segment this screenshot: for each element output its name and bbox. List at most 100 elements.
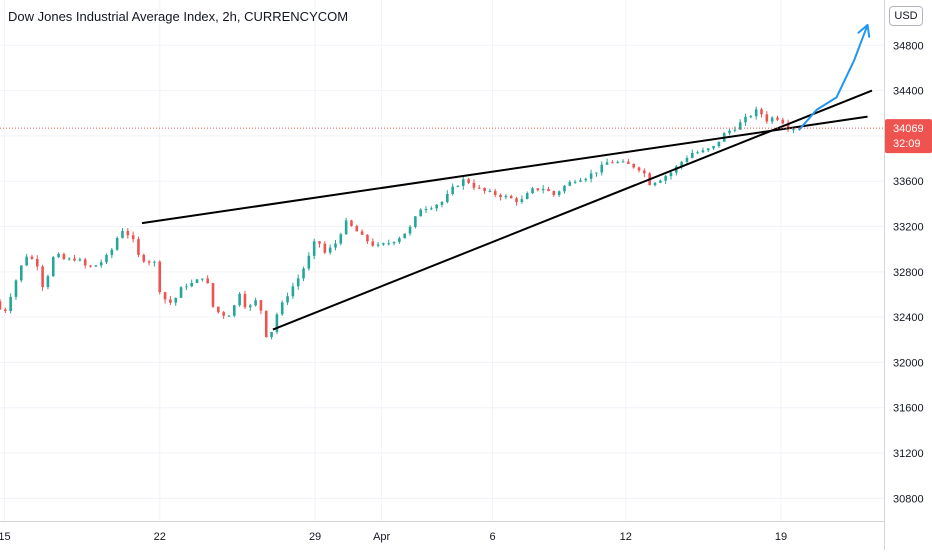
candle-body — [643, 170, 646, 174]
candle-body — [147, 261, 151, 263]
candle-body — [392, 241, 396, 244]
candle-body — [414, 216, 417, 227]
candle-body — [760, 109, 763, 115]
x-tick-label: 29 — [309, 531, 321, 543]
candle-body — [509, 196, 513, 199]
candle-body — [637, 167, 641, 171]
candle-body — [41, 266, 44, 288]
candle-body — [754, 109, 758, 117]
candle-body — [627, 161, 630, 164]
candle-body — [46, 276, 50, 288]
candle-body — [403, 233, 407, 239]
currency-button[interactable]: USD — [889, 6, 923, 26]
candle-body — [78, 259, 82, 261]
candle-body — [573, 181, 577, 183]
candle-body — [217, 306, 220, 313]
y-tick-label: 33600 — [893, 176, 924, 188]
candle-body — [233, 305, 236, 316]
y-tick-label: 33200 — [893, 222, 924, 234]
candle-body — [792, 129, 795, 131]
candle-body — [632, 163, 635, 168]
candle-body — [589, 173, 593, 179]
candle-body — [552, 191, 556, 195]
candle-body — [158, 261, 162, 293]
candle-body — [89, 265, 92, 267]
candle-body — [563, 185, 566, 192]
candle-body — [270, 331, 273, 338]
candle-body — [115, 237, 119, 250]
candle-body — [653, 182, 657, 186]
candle-body — [328, 247, 332, 253]
y-tick-label: 31600 — [893, 403, 924, 415]
candle-body — [312, 241, 316, 256]
candle-body — [488, 190, 492, 192]
candle-body — [360, 231, 364, 235]
candle-body — [547, 188, 550, 192]
candle-body — [51, 257, 55, 277]
x-tick-label: 22 — [154, 531, 166, 543]
candle-body — [142, 254, 146, 262]
candle-body — [376, 244, 380, 246]
candle-body — [621, 161, 625, 163]
candle-body — [584, 178, 588, 181]
candle-body — [499, 194, 502, 198]
x-tick-label: 15 — [0, 531, 11, 543]
candle-body — [105, 254, 108, 263]
candle-body — [541, 188, 545, 191]
projection-layer — [798, 23, 871, 131]
candle-body — [398, 238, 401, 242]
candle-body — [430, 208, 433, 210]
candle-body — [110, 249, 114, 255]
y-tick-label: 32800 — [893, 267, 924, 279]
candle-body — [307, 255, 311, 269]
candle-body — [483, 187, 486, 192]
candle-body — [62, 253, 66, 260]
candle-body — [515, 198, 518, 203]
candles-layer — [0, 106, 795, 340]
candle-body — [664, 176, 667, 181]
candle-body — [169, 299, 172, 303]
candle-body — [99, 262, 103, 266]
candle-body — [264, 310, 268, 338]
candle-body — [94, 265, 98, 267]
candle-body — [275, 314, 279, 332]
chart-title: Dow Jones Industrial Average Index, 2h, … — [8, 9, 349, 24]
last-price-label: 34069 — [893, 123, 924, 135]
candle-body — [248, 305, 252, 308]
grid-layer — [0, 0, 884, 521]
candle-body — [605, 162, 609, 165]
candle-body — [531, 188, 534, 194]
candle-body — [280, 302, 284, 315]
candle-body — [408, 226, 412, 234]
candle-body — [243, 293, 247, 308]
candle-body — [504, 196, 508, 198]
y-tick-label: 31200 — [893, 448, 924, 460]
candle-body — [302, 268, 305, 279]
candle-body — [238, 293, 241, 306]
candle-body — [323, 243, 327, 253]
candle-body — [435, 204, 438, 209]
candle-body — [20, 265, 23, 281]
candle-body — [153, 261, 156, 263]
candle-body — [382, 243, 385, 245]
y-tick-label: 34400 — [893, 86, 924, 98]
candle-body — [600, 164, 604, 173]
candle-body — [461, 179, 465, 186]
candle-body — [733, 129, 737, 131]
candle-body — [25, 256, 28, 266]
candle-body — [744, 116, 747, 123]
y-tick-label: 32400 — [893, 312, 924, 324]
candle-body — [350, 220, 353, 226]
candle-body — [318, 241, 321, 244]
candle-body — [179, 287, 183, 298]
candle-body — [749, 116, 753, 118]
candle-body — [446, 193, 449, 203]
candle-body — [717, 141, 721, 147]
candle-body — [467, 179, 470, 183]
candle-body — [770, 117, 774, 122]
candle-body — [611, 162, 614, 164]
candle-body — [339, 234, 343, 244]
